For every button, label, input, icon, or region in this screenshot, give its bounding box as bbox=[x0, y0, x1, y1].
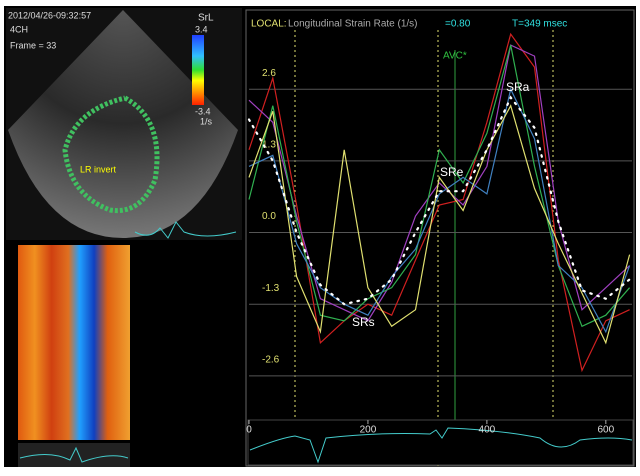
scale-unit: 1/s bbox=[200, 116, 213, 126]
header-quantity: Longitudinal Strain Rate (1/s) bbox=[288, 19, 418, 30]
avc-label: AVC* bbox=[443, 51, 467, 62]
page: {"chart_data": {"type": "line", "header"… bbox=[0, 0, 640, 471]
x-tick-label: 200 bbox=[360, 425, 377, 436]
ecg-strip bbox=[248, 420, 633, 465]
view-label: 4CH bbox=[10, 24, 28, 34]
invert-label: LR invert bbox=[80, 164, 117, 174]
scale-max: 3.4 bbox=[195, 24, 208, 34]
annotation: SRa bbox=[506, 80, 530, 94]
x-tick-label: 600 bbox=[597, 425, 614, 436]
frame-label: Frame = 33 bbox=[10, 40, 56, 50]
scale-name: SrL bbox=[198, 13, 214, 24]
m-mode bbox=[18, 245, 130, 440]
color-bar bbox=[192, 35, 204, 105]
annotation: SRs bbox=[352, 315, 375, 329]
x-tick-label: 400 bbox=[479, 425, 496, 436]
y-tick-label: 2.6 bbox=[262, 68, 276, 79]
annotation: SRe bbox=[440, 165, 464, 179]
y-tick-label: 0.0 bbox=[262, 211, 276, 222]
y-tick-label: -2.6 bbox=[262, 355, 280, 366]
scale-min: -3.4 bbox=[195, 106, 211, 116]
header-reading: =0.80 bbox=[445, 19, 471, 30]
x-tick-label: 0 bbox=[246, 425, 252, 436]
y-tick-label: -1.3 bbox=[262, 283, 280, 294]
timestamp: 2012/04/26-09:32:57 bbox=[8, 10, 91, 20]
header-time: T=349 msec bbox=[512, 19, 567, 30]
screen: 2012/04/26-09:32:57 4CH Frame = 33 SrL 3… bbox=[0, 0, 640, 471]
header-mode: LOCAL: bbox=[251, 19, 287, 30]
